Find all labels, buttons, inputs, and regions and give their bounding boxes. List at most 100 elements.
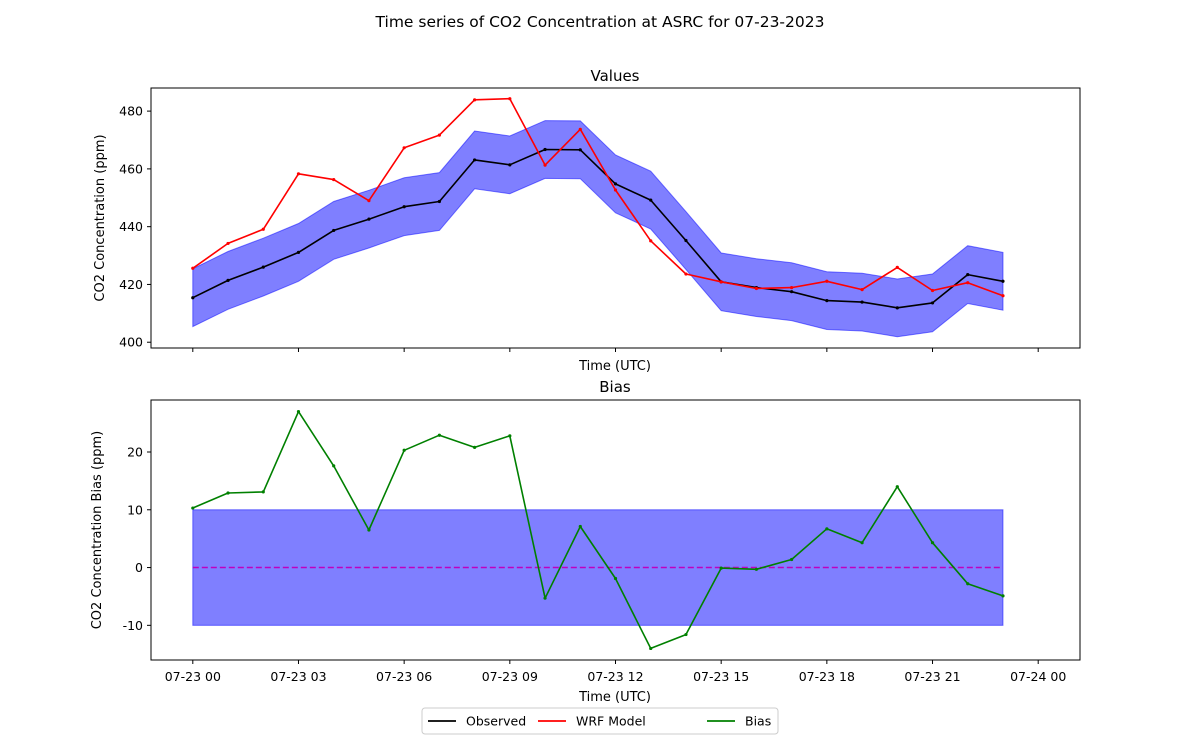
values-y-ticks: 400 420 440 460 480 (119, 104, 151, 350)
bias-point (402, 448, 406, 452)
model-point (296, 172, 301, 176)
values-ytick-label: 400 (119, 335, 143, 350)
observed-point (860, 300, 864, 304)
bias-xlabel: Time (UTC) (578, 690, 651, 705)
observed-point (508, 163, 512, 167)
values-uncertainty-band (192, 120, 1004, 338)
observed-point (825, 299, 829, 303)
values-ytick-label: 420 (119, 277, 143, 292)
observed-point (437, 199, 441, 204)
observed-point (1001, 279, 1005, 283)
figure-suptitle: Time series of CO2 Concentration at ASRC… (375, 13, 825, 31)
bias-point (825, 527, 829, 531)
bias-point (930, 541, 935, 545)
model-series-line (192, 97, 1004, 297)
model-point (719, 280, 723, 284)
model-point (649, 239, 653, 243)
model-point (754, 286, 758, 291)
bias-point (296, 409, 301, 414)
model-point (402, 146, 406, 150)
bias-point (860, 541, 864, 545)
bias-ytick-label: 10 (127, 502, 143, 517)
observed-point (402, 205, 406, 209)
observed-series-line (192, 148, 1004, 309)
bias-xtick-label: 07-23 18 (799, 669, 855, 684)
bias-point (790, 557, 794, 562)
legend-label: Observed (466, 714, 526, 729)
observed-point (790, 290, 794, 294)
bias-point (473, 445, 477, 449)
bias-point (226, 491, 230, 495)
bias-point (437, 433, 441, 437)
model-point (367, 199, 371, 203)
observed-point (367, 217, 371, 221)
values-subplot: Values 400 420 440 460 480 Time (UTC) CO2 Co… (93, 67, 1081, 374)
bias-xtick-label: 07-23 03 (270, 669, 326, 684)
bias-xtick-label: 07-23 09 (482, 669, 538, 684)
bias-point (895, 485, 899, 489)
model-point (437, 133, 441, 137)
bias-xtick-label: 07-23 00 (165, 669, 221, 684)
bias-ytick-label: 20 (127, 445, 143, 460)
bias-ytick-label: -10 (123, 618, 143, 633)
bias-ytick-label: 0 (135, 560, 143, 575)
bias-x-ticks: 07-23 00 07-23 03 07-23 06 07-23 09 07-23 12… (165, 660, 1066, 684)
bias-xtick-label: 07-23 06 (376, 669, 432, 684)
observed-point (966, 273, 970, 277)
legend: Observed WRF Model Bias (421, 707, 779, 735)
bias-point (261, 490, 265, 494)
bias-xtick-label: 07-23 12 (587, 669, 643, 684)
observed-point (684, 238, 688, 243)
bias-point (578, 524, 582, 529)
legend-label: WRF Model (576, 714, 646, 729)
bias-point (649, 646, 653, 651)
bias-point (332, 464, 336, 468)
values-xlabel: Time (UTC) (578, 359, 651, 374)
bias-point (367, 528, 371, 532)
observed-point (578, 148, 582, 152)
model-point (1001, 294, 1005, 298)
model-point (578, 127, 582, 131)
observed-point (332, 228, 336, 233)
observed-point (261, 265, 265, 269)
bias-point (684, 632, 688, 637)
observed-point (296, 250, 301, 254)
bias-xtick-label: 07-23 21 (904, 669, 960, 684)
bias-point (754, 567, 758, 571)
bias-point (508, 434, 512, 438)
legend-label: Bias (745, 714, 771, 729)
bias-title: Bias (599, 378, 631, 396)
bias-lines-layer (191, 409, 1005, 651)
bias-point (966, 582, 970, 586)
values-lines-layer (191, 97, 1005, 310)
bias-ylabel: CO2 Concentration Bias (ppm) (90, 431, 105, 630)
values-ylabel: CO2 Concentration (ppm) (93, 134, 108, 301)
bias-point (1001, 594, 1005, 598)
model-point (860, 288, 864, 292)
values-band-layer (192, 120, 1004, 338)
observed-point (226, 278, 230, 282)
observed-point (543, 147, 547, 152)
bias-series-line (192, 410, 1004, 650)
observed-point (473, 158, 477, 162)
legend-items: Observed WRF Model Bias (428, 714, 771, 729)
model-point (790, 286, 794, 290)
model-point (930, 288, 935, 293)
model-point (508, 97, 512, 101)
values-ytick-label: 480 (119, 104, 143, 119)
model-point (895, 265, 899, 269)
values-ytick-label: 440 (119, 219, 143, 234)
bias-y-ticks: -10 0 10 20 (123, 445, 151, 633)
observed-point (191, 296, 195, 300)
model-point (332, 177, 336, 182)
observed-point (895, 306, 899, 310)
bias-point (719, 566, 723, 570)
bias-point (613, 576, 618, 581)
model-point (543, 163, 547, 167)
model-point (684, 272, 688, 276)
model-point (825, 279, 829, 283)
model-point (191, 266, 195, 270)
values-ytick-label: 460 (119, 161, 143, 176)
